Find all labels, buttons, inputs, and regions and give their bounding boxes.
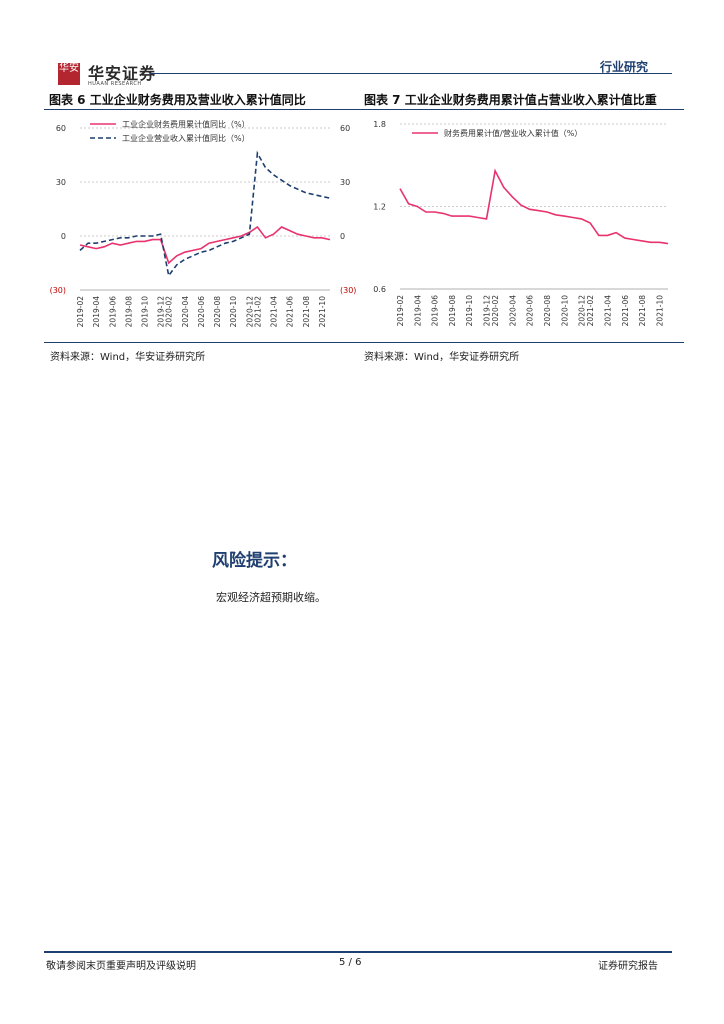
figure7-source: 资料来源：Wind，华安证券研究所 [364, 352, 520, 363]
footer-disclaimer: 敬请参阅末页重要声明及评级说明 [46, 961, 196, 972]
company-logo-english: HUAAN RESEARCH [88, 81, 142, 87]
logo-icon: 华安 [58, 63, 80, 85]
x-tick-label: 2020-02 [491, 295, 500, 327]
risk-title: 风险提示： [212, 551, 297, 571]
x-tick-label: 2020-04 [181, 296, 190, 328]
footer-report-type: 证券研究报告 [598, 961, 658, 972]
x-tick-label: 2020-10 [229, 296, 238, 328]
x-tick-label: 2021-08 [638, 295, 647, 327]
footer-divider [44, 951, 672, 953]
legend-label: 财务费用累计值/营业收入累计值（%） [444, 128, 582, 138]
x-tick-label: 2021-04 [270, 296, 279, 328]
x-tick-label: 2019-10 [141, 296, 150, 328]
page-number: 5 / 6 [339, 957, 362, 968]
x-tick-label: 2021-02 [253, 296, 262, 328]
header-divider [150, 73, 672, 74]
x-tick-label: 2020-02 [165, 296, 174, 328]
figure7-chart: 1.8 1.2 0.6 2019-02 2019-04 2019-06 2019-08 201… [373, 120, 669, 327]
report-category: 行业研究 [600, 60, 649, 74]
caption-divider [44, 109, 684, 110]
y-tick-label: 30 [56, 178, 66, 187]
x-tick-label: 2019-12 [482, 295, 491, 327]
x-tick-label: 2020-12 [578, 295, 587, 327]
company-logo-name: 华安证券 [88, 64, 157, 83]
x-tick-label: 2021-04 [603, 295, 612, 327]
x-tick-label: 2020-08 [213, 296, 222, 328]
x-tick-label: 2019-08 [448, 295, 457, 327]
x-tick-label: 2021-06 [286, 296, 295, 328]
x-tick-label: 2020-06 [526, 295, 535, 327]
y-tick-label: 60 [56, 124, 66, 133]
x-tick-label: 2019-02 [76, 296, 85, 328]
series-line-2 [79, 150, 331, 278]
x-tick-label: 2019-04 [92, 296, 101, 328]
x-tick-label: 2019-06 [108, 296, 117, 328]
x-tick-label: 2019-10 [465, 295, 474, 327]
x-tick-label: 2020-12 [245, 296, 254, 328]
figure6-chart: 60 60 30 30 0 0 (30) (30) 2019-02 2019-04 2019-06 2… [50, 119, 357, 328]
x-tick-label: 2021-08 [302, 296, 311, 328]
legend-label: 工业企业财务费用累计值同比（%） [122, 119, 250, 129]
x-tick-label: 2021-10 [318, 296, 327, 328]
x-tick-label: 2021-06 [621, 295, 630, 327]
source-divider [44, 342, 684, 343]
x-tick-label: 2019-04 [413, 295, 422, 327]
series-line-1 [79, 225, 331, 265]
figure6-caption: 图表 6 工业企业财务费用及营业收入累计值同比 [49, 93, 306, 107]
y-tick-label: 0.6 [373, 285, 386, 294]
legend-label: 工业企业营业收入累计值同比（%） [122, 133, 250, 143]
x-tick-label: 2021-02 [586, 295, 595, 327]
y-tick-label: 1.2 [373, 203, 386, 212]
x-tick-label: 2020-10 [560, 295, 569, 327]
x-tick-label: 2020-08 [543, 295, 552, 327]
y2-tick-label: 30 [340, 178, 350, 187]
series-line-1 [399, 168, 669, 245]
y-tick-label: 1.8 [373, 120, 386, 129]
y2-tick-label: (30) [340, 286, 356, 295]
y-tick-label: 0 [61, 232, 66, 241]
figure7-caption: 图表 7 工业企业财务费用累计值占营业收入累计值比重 [364, 93, 657, 107]
x-tick-label: 2019-02 [396, 295, 405, 327]
x-tick-label: 2021-10 [655, 295, 664, 327]
logo-glyph: 华安 [59, 63, 79, 74]
x-tick-label: 2020-06 [197, 296, 206, 328]
x-tick-label: 2020-04 [508, 295, 517, 327]
x-tick-label: 2019-12 [157, 296, 166, 328]
y-tick-label: (30) [50, 286, 66, 295]
x-tick-label: 2019-08 [124, 296, 133, 328]
risk-body: 宏观经济超预期收缩。 [216, 591, 326, 604]
figure6-source: 资料来源：Wind，华安证券研究所 [50, 352, 206, 363]
x-tick-label: 2019-06 [431, 295, 440, 327]
y2-tick-label: 60 [340, 124, 350, 133]
y2-tick-label: 0 [340, 232, 345, 241]
